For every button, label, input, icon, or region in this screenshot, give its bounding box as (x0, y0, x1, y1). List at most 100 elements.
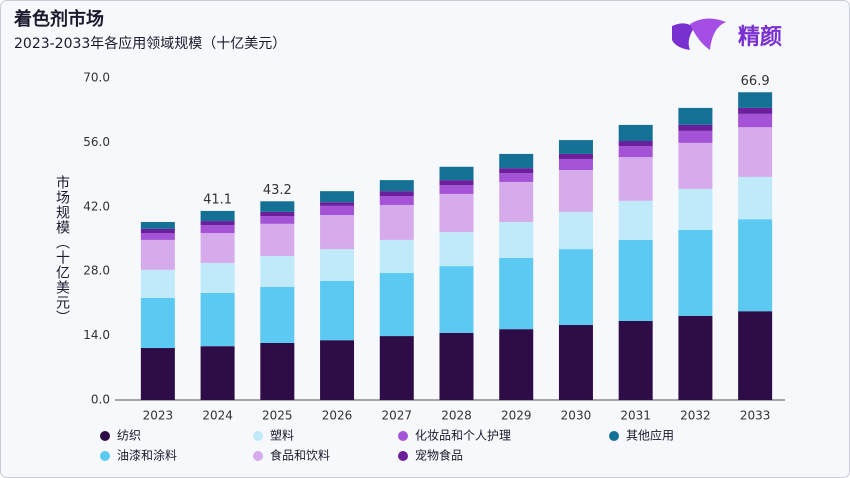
x-tick-label: 2026 (322, 409, 353, 423)
bar-segment (499, 329, 534, 400)
bar-segment (140, 348, 175, 400)
bar-segment (379, 196, 414, 205)
bar-segment (200, 233, 235, 263)
bar-segment (678, 130, 713, 143)
bar-segment (320, 202, 355, 206)
bar-segment (379, 239, 414, 274)
bar-segment (738, 176, 773, 220)
bar-segment (618, 200, 653, 240)
legend-swatch (398, 431, 408, 441)
bar-segment (379, 273, 414, 337)
x-tick-label: 2033 (740, 409, 771, 423)
bar-segment (379, 191, 414, 197)
y-tick-label: 0.0 (91, 393, 110, 407)
legend-swatch (398, 451, 408, 461)
legend-label: 宠物食品 (415, 448, 463, 463)
bar-segment (320, 205, 355, 216)
bar-segment (320, 249, 355, 281)
bar-segment (200, 346, 235, 400)
legend-label: 化妆品和个人护理 (415, 429, 511, 443)
legend-label: 其他应用 (626, 428, 674, 443)
total-label: 43.2 (263, 183, 292, 198)
bar-segment (260, 201, 295, 212)
bar-segment (320, 280, 355, 341)
legend-swatch (609, 431, 619, 441)
x-tick-label: 2027 (381, 409, 412, 423)
bar-segment (738, 113, 773, 128)
bar-segment (320, 340, 355, 400)
bar-segment (499, 173, 534, 182)
bar-segment (260, 342, 295, 400)
logo-icon (672, 23, 694, 50)
bar-segment (499, 181, 534, 222)
x-tick-label: 2030 (561, 409, 592, 423)
bar-segment (379, 204, 414, 240)
bar-segment (738, 219, 773, 312)
x-tick-label: 2032 (680, 409, 711, 423)
bar-segment (320, 191, 355, 203)
bar-segment (618, 157, 653, 201)
chart-title: 着色剂市场 (13, 8, 104, 30)
bar-segment (678, 315, 713, 400)
bar-segment (320, 215, 355, 250)
bar-segment (618, 239, 653, 321)
bar-segment (140, 297, 175, 349)
bar-segment (439, 232, 474, 267)
brand-name: 精颜 (738, 24, 782, 50)
y-tick-label: 42.0 (83, 199, 110, 213)
bar-segment (260, 256, 295, 287)
bar-segment (200, 262, 235, 293)
bar-segment (260, 211, 295, 216)
bar-segment (260, 286, 295, 343)
logo-icon (690, 18, 726, 50)
y-tick-label: 56.0 (83, 135, 110, 149)
x-tick-label: 2025 (262, 409, 293, 423)
bar-segment (439, 180, 474, 186)
bar-segment (678, 142, 713, 189)
bar-segment (200, 210, 235, 222)
bar-segment (558, 325, 593, 400)
bar-segment (738, 92, 773, 108)
bar-segment (558, 153, 593, 159)
x-tick-label: 2029 (501, 409, 532, 423)
bar-segment (140, 221, 175, 229)
legend-swatch (100, 451, 110, 461)
x-tick-label: 2028 (441, 409, 472, 423)
bar-segment (140, 269, 175, 298)
bar-segment (140, 228, 175, 234)
legend-label: 纺织 (117, 429, 141, 443)
x-tick-label: 2031 (620, 409, 651, 423)
bar-segment (439, 266, 474, 333)
total-label: 41.1 (203, 192, 232, 207)
bar-segment (140, 233, 175, 240)
bar-segment (499, 221, 534, 258)
bar-segment (558, 140, 593, 154)
legend-swatch (253, 451, 263, 461)
bar-segment (558, 158, 593, 170)
bar-segment (439, 166, 474, 181)
bar-segment (678, 124, 713, 131)
y-tick-label: 70.0 (83, 71, 110, 85)
total-label: 66.9 (741, 74, 770, 89)
bar-segment (738, 107, 773, 114)
bar-segment (499, 257, 534, 330)
bar-segment (618, 141, 653, 147)
bar-segment (379, 180, 414, 192)
legend-label: 油漆和涂料 (117, 448, 177, 463)
logo: 精颜 (672, 18, 782, 50)
legend-label: 塑料 (270, 428, 294, 443)
bar-segment (260, 223, 295, 257)
bar-segment (499, 153, 534, 169)
bar-segment (200, 221, 235, 226)
bar-segment (678, 229, 713, 316)
x-tick-label: 2023 (143, 409, 174, 423)
bar-segment (439, 193, 474, 233)
y-tick-label: 28.0 (83, 264, 110, 278)
bar-segment (499, 168, 534, 174)
legend-label: 食品和饮料 (270, 448, 330, 463)
bar-segment (618, 124, 653, 142)
y-tick-label: 14.0 (83, 328, 110, 342)
bar-segment (200, 225, 235, 234)
